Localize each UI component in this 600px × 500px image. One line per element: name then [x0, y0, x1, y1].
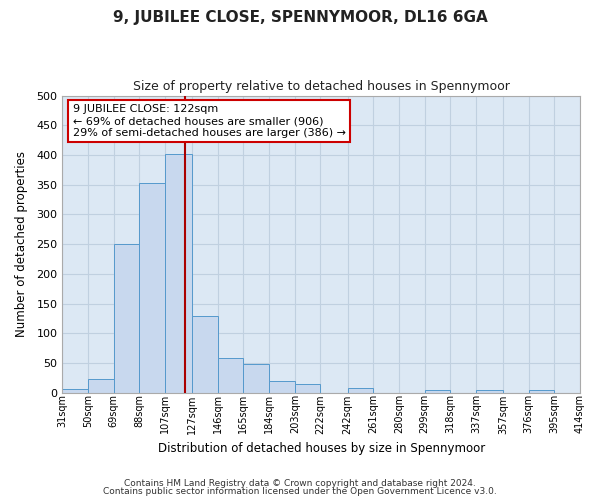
Bar	[425, 390, 450, 393]
Text: Contains public sector information licensed under the Open Government Licence v3: Contains public sector information licen…	[103, 487, 497, 496]
Bar	[113, 244, 139, 393]
Bar	[269, 382, 295, 393]
Bar	[476, 390, 503, 393]
Text: Contains HM Land Registry data © Crown copyright and database right 2024.: Contains HM Land Registry data © Crown c…	[124, 478, 476, 488]
Bar	[295, 384, 320, 393]
Title: Size of property relative to detached houses in Spennymoor: Size of property relative to detached ho…	[133, 80, 509, 93]
Bar	[192, 316, 218, 393]
Bar	[347, 388, 373, 393]
Text: 9 JUBILEE CLOSE: 122sqm
← 69% of detached houses are smaller (906)
29% of semi-d: 9 JUBILEE CLOSE: 122sqm ← 69% of detache…	[73, 104, 346, 138]
Text: 9, JUBILEE CLOSE, SPENNYMOOR, DL16 6GA: 9, JUBILEE CLOSE, SPENNYMOOR, DL16 6GA	[113, 10, 487, 25]
Bar	[529, 390, 554, 393]
X-axis label: Distribution of detached houses by size in Spennymoor: Distribution of detached houses by size …	[158, 442, 485, 455]
Bar	[244, 364, 269, 393]
Y-axis label: Number of detached properties: Number of detached properties	[15, 151, 28, 337]
Bar	[62, 389, 88, 393]
Bar	[139, 183, 165, 393]
Bar	[218, 358, 244, 393]
Bar	[165, 154, 192, 393]
Bar	[88, 378, 113, 393]
